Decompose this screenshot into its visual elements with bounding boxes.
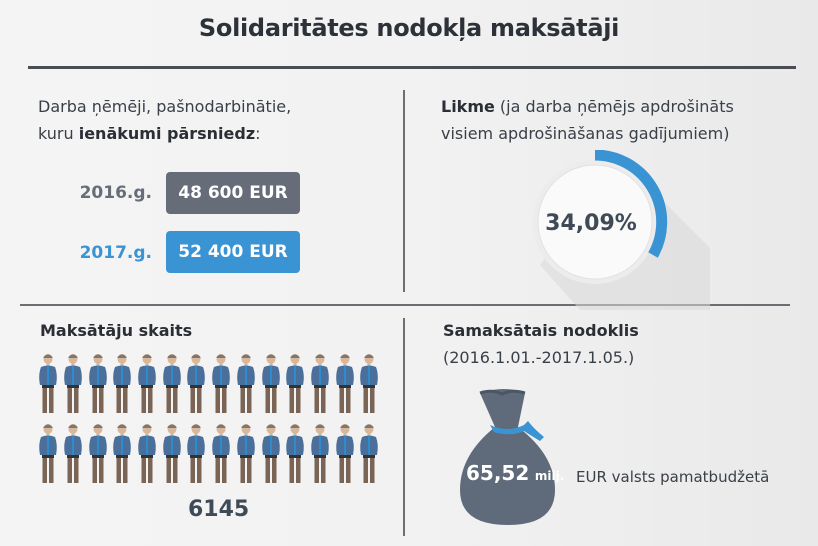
threshold-prefix: kuru — [38, 124, 79, 143]
rate-title-rest: (ja darba ņēmējs apdrošināts — [494, 97, 734, 116]
header-divider — [28, 66, 796, 69]
threshold-line-2: kuru ienākumi pārsniedz: — [38, 120, 291, 147]
person-icon — [234, 423, 259, 485]
person-icon — [110, 353, 135, 415]
payers-title: Maksātāju skaits — [40, 321, 193, 340]
person-icon — [357, 423, 382, 485]
people-row-1 — [36, 353, 382, 415]
threshold-bold: ienākumi pārsniedz — [78, 124, 256, 143]
person-icon — [184, 423, 209, 485]
amount-2017-badge: 52 400 EUR — [166, 231, 300, 273]
person-icon — [36, 353, 61, 415]
person-icon — [209, 423, 234, 485]
person-icon — [36, 423, 61, 485]
person-icon — [135, 353, 160, 415]
threshold-description: Darba ņēmēji, pašnodarbinātie, kuru ienā… — [38, 93, 291, 147]
person-icon — [61, 353, 86, 415]
person-icon — [85, 353, 110, 415]
person-icon — [159, 423, 184, 485]
vertical-divider-top — [403, 90, 405, 292]
page-title: Solidaritātes nodokļa maksātāji — [198, 14, 620, 42]
threshold-suffix: : — [255, 124, 261, 143]
threshold-line-1: Darba ņēmēji, pašnodarbinātie, — [38, 97, 292, 116]
person-icon — [61, 423, 86, 485]
person-icon — [110, 423, 135, 485]
person-icon — [332, 423, 357, 485]
person-icon — [85, 423, 110, 485]
rate-description: Likme (ja darba ņēmējs apdrošināts visie… — [441, 93, 734, 147]
person-icon — [332, 353, 357, 415]
year-2017-label: 2017.g. — [79, 243, 152, 263]
paid-tax-caption: EUR valsts pamatbudžetā — [576, 468, 770, 486]
people-row-2 — [36, 423, 382, 485]
year-2016-label: 2016.g. — [79, 183, 152, 203]
money-bag-icon — [450, 385, 570, 525]
rate-value-text: 34,09% — [545, 211, 637, 236]
person-icon — [308, 423, 333, 485]
person-icon — [209, 353, 234, 415]
person-icon — [308, 353, 333, 415]
person-icon — [258, 353, 283, 415]
person-icon — [234, 353, 259, 415]
person-icon — [357, 353, 382, 415]
rate-title-bold: Likme — [441, 97, 495, 116]
person-icon — [159, 353, 184, 415]
person-icon — [135, 423, 160, 485]
person-icon — [283, 423, 308, 485]
rate-line-1: Likme (ja darba ņēmējs apdrošināts — [441, 93, 734, 120]
paid-tax-title: Samaksātais nodoklis — [443, 321, 639, 340]
rate-line-2: visiem apdrošināšanas gadījumiem) — [441, 124, 730, 143]
rate-donut: 34,09% — [520, 149, 740, 310]
paid-amount-unit: milj. — [534, 469, 565, 483]
vertical-divider-bottom — [403, 318, 405, 536]
paid-amount-value: 65,52 — [466, 461, 530, 485]
paid-amount: 65,52 milj. — [466, 461, 564, 485]
amount-2016-badge: 48 600 EUR — [166, 172, 300, 214]
person-icon — [258, 423, 283, 485]
person-icon — [283, 353, 308, 415]
payers-count: 6145 — [188, 497, 250, 522]
person-icon — [184, 353, 209, 415]
horizontal-divider — [20, 304, 790, 306]
paid-tax-period: (2016.1.01.-2017.1.05.) — [443, 348, 635, 367]
donut-chart-icon: 34,09% — [533, 149, 710, 310]
